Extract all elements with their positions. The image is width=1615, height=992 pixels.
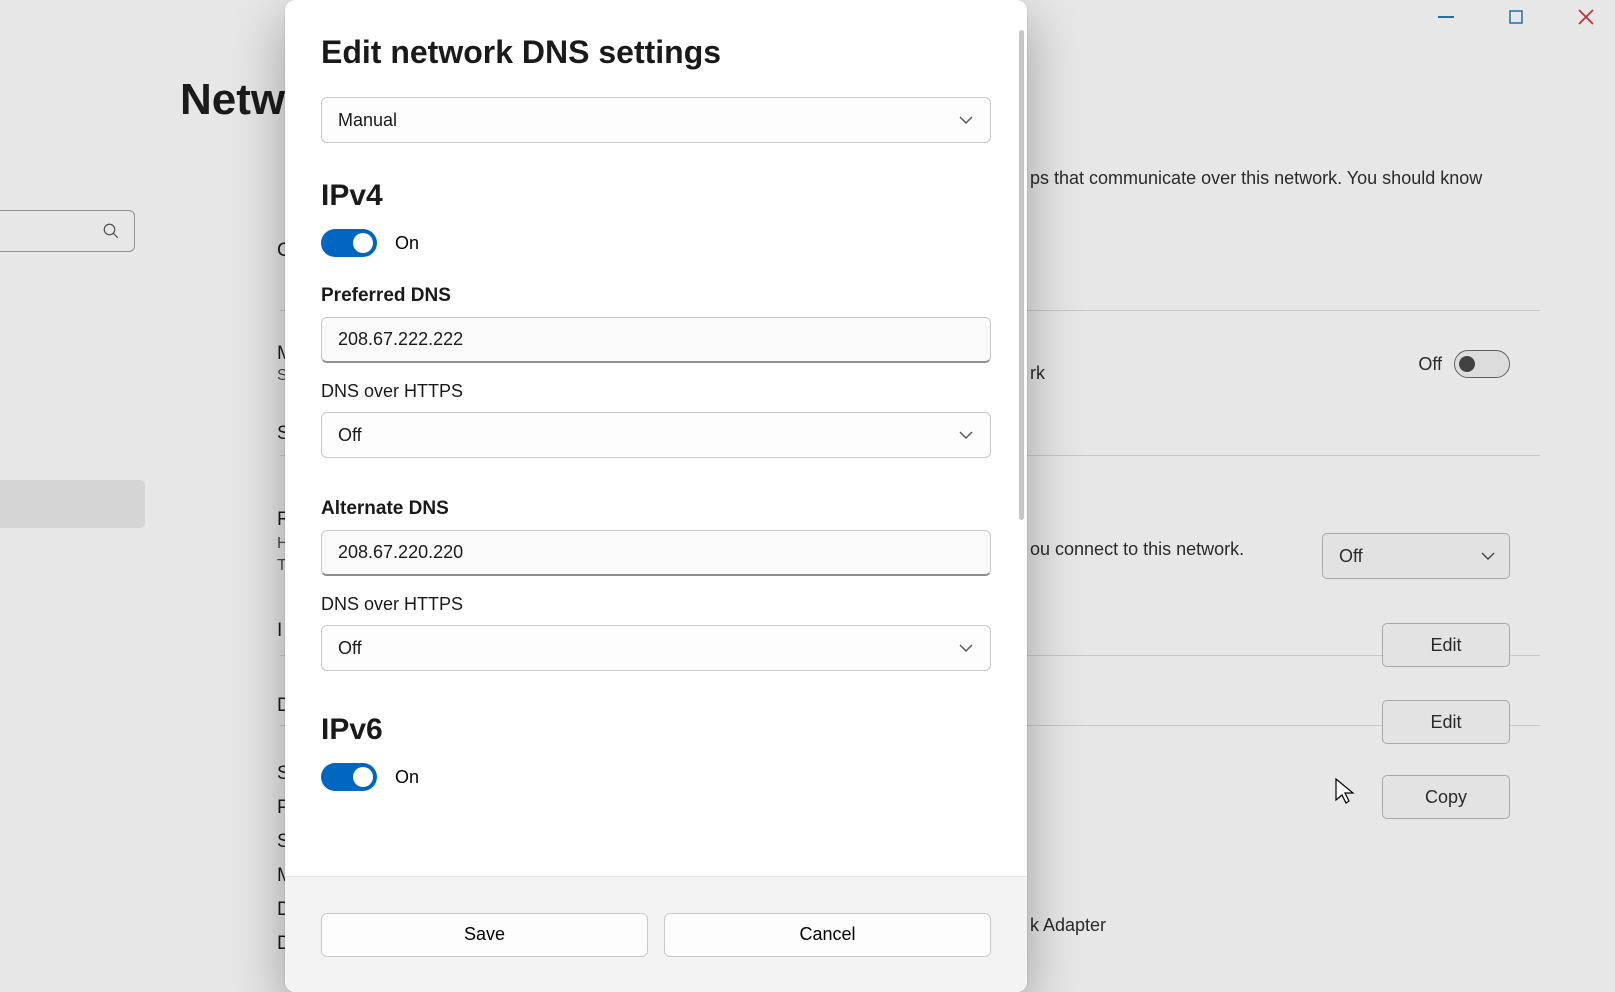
preferred-dns-input[interactable] [321, 317, 991, 363]
window-controls [1435, 6, 1597, 28]
ipv4-toggle[interactable] [321, 229, 377, 257]
preferred-dns-field[interactable] [338, 329, 974, 350]
dns-mode-select[interactable]: Manual [321, 97, 991, 143]
maximize-icon[interactable] [1505, 6, 1527, 28]
minimize-icon[interactable] [1435, 6, 1457, 28]
chevron-down-icon [958, 429, 974, 441]
dialog-body: Edit network DNS settings Manual IPv4 On… [285, 0, 1027, 876]
copy-button[interactable]: Copy [1382, 775, 1510, 819]
random-hw-description: ou connect to this network. [1030, 539, 1244, 560]
chevron-down-icon [958, 114, 974, 126]
alternate-dns-label: Alternate DNS [321, 498, 991, 520]
metered-toggle-label: Off [1418, 354, 1442, 375]
ipv4-toggle-label: On [395, 233, 419, 254]
alternate-doh-label: DNS over HTTPS [321, 594, 991, 615]
chevron-down-icon [1481, 551, 1495, 561]
save-button[interactable]: Save [321, 913, 648, 957]
random-hw-value: Off [1339, 546, 1363, 567]
ipv6-toggle[interactable] [321, 763, 377, 791]
network-profile-description: ps that communicate over this network. Y… [1030, 165, 1482, 191]
cancel-button[interactable]: Cancel [664, 913, 991, 957]
preferred-dns-label: Preferred DNS [321, 285, 991, 307]
dialog-scrollbar[interactable] [1019, 30, 1024, 520]
toggle-off-icon [1454, 350, 1510, 378]
chevron-down-icon [958, 642, 974, 654]
metered-toggle[interactable]: Off [1418, 350, 1510, 378]
ipv4-heading: IPv4 [321, 179, 991, 213]
alternate-dns-field[interactable] [338, 542, 974, 563]
page-title: Netw [180, 75, 285, 125]
edit-dns-dialog: Edit network DNS settings Manual IPv4 On… [285, 0, 1027, 992]
alternate-dns-input[interactable] [321, 530, 991, 576]
dns-mode-value: Manual [338, 110, 397, 131]
dns-edit-button[interactable]: Edit [1382, 700, 1510, 744]
dialog-footer: Save Cancel [285, 876, 1027, 992]
ipv6-heading: IPv6 [321, 713, 991, 747]
random-hw-dropdown[interactable]: Off [1322, 533, 1510, 579]
alternate-doh-value: Off [338, 638, 362, 659]
dialog-title: Edit network DNS settings [321, 34, 991, 71]
sidebar-search[interactable] [0, 210, 135, 252]
alternate-doh-select[interactable]: Off [321, 625, 991, 671]
ipv6-toggle-label: On [395, 767, 419, 788]
ip-edit-button[interactable]: Edit [1382, 623, 1510, 667]
bg-text-adapter-tail: k Adapter [1030, 915, 1106, 936]
preferred-doh-value: Off [338, 425, 362, 446]
close-icon[interactable] [1575, 6, 1597, 28]
preferred-doh-label: DNS over HTTPS [321, 381, 991, 402]
bg-text-network-tail: rk [1030, 363, 1045, 384]
preferred-doh-select[interactable]: Off [321, 412, 991, 458]
sidebar-item-selected[interactable] [0, 480, 145, 528]
search-icon [102, 222, 120, 240]
cursor-icon [1335, 778, 1355, 804]
